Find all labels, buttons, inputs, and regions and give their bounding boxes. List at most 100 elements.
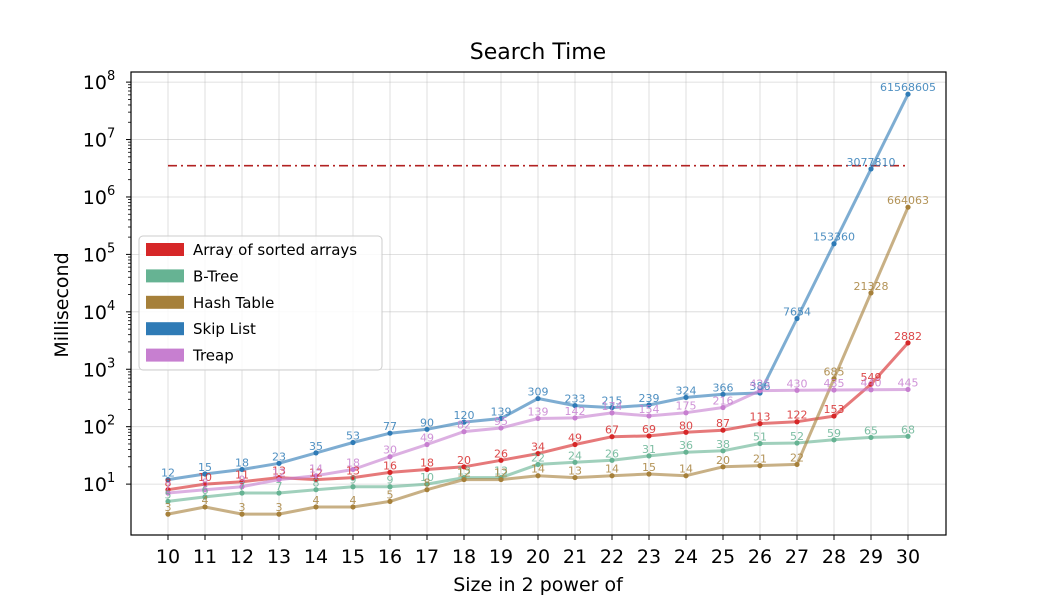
- data-label-array-of-sorted-arrays: 549: [861, 371, 882, 384]
- data-label-array-of-sorted-arrays: 11: [235, 469, 249, 482]
- data-point-hash-table: [461, 476, 467, 483]
- data-point-treap: [646, 413, 652, 419]
- x-tick-label: 10: [156, 546, 180, 568]
- data-label-array-of-sorted-arrays: 113: [750, 411, 771, 424]
- data-label-b-tree: 6: [202, 484, 209, 497]
- legend-swatch-treap: [146, 348, 184, 362]
- data-label-b-tree: 22: [531, 451, 545, 464]
- data-label-treap: 7: [165, 480, 172, 493]
- data-point-skip-list: [720, 391, 726, 397]
- data-label-b-tree: 52: [790, 430, 804, 443]
- data-label-treap: 440: [861, 377, 882, 390]
- data-point-hash-table: [202, 504, 208, 510]
- data-point-b-tree: [535, 461, 541, 468]
- data-label-array-of-sorted-arrays: 20: [457, 454, 471, 467]
- data-label-array-of-sorted-arrays: 13: [346, 465, 360, 478]
- data-label-treap: 174: [602, 400, 623, 413]
- data-label-b-tree: 24: [568, 449, 582, 462]
- data-label-b-tree: 10: [420, 471, 434, 484]
- data-label-skip-list: 139: [491, 405, 512, 418]
- data-point-hash-table: [609, 473, 615, 479]
- data-label-treap: 49: [420, 431, 434, 444]
- data-label-array-of-sorted-arrays: 13: [272, 465, 286, 478]
- y-tick-label: 101: [83, 471, 115, 496]
- data-label-b-tree: 13: [494, 465, 508, 478]
- data-point-hash-table: [572, 474, 578, 481]
- x-tick-label: 13: [267, 546, 291, 568]
- data-point-hash-table: [498, 476, 504, 483]
- data-label-hash-table: 685: [824, 366, 845, 379]
- data-label-skip-list: 61568605: [880, 81, 936, 94]
- data-point-hash-table: [868, 290, 874, 296]
- data-point-treap: [535, 415, 541, 422]
- x-axis-label: Size in 2 power of: [453, 574, 624, 596]
- data-point-array-of-sorted-arrays: [535, 450, 541, 457]
- x-tick-label: 14: [304, 546, 328, 568]
- data-point-array-of-sorted-arrays: [239, 479, 245, 485]
- data-point-skip-list: [683, 394, 689, 400]
- data-point-hash-table: [165, 511, 171, 517]
- data-point-hash-table: [646, 471, 652, 477]
- data-point-b-tree: [646, 453, 652, 459]
- data-point-skip-list: [794, 315, 800, 322]
- data-label-hash-table: 15: [642, 461, 656, 474]
- data-label-b-tree: 7: [239, 480, 246, 493]
- data-point-array-of-sorted-arrays: [572, 441, 578, 448]
- data-label-b-tree: 26: [605, 447, 619, 460]
- data-point-treap: [387, 454, 393, 460]
- data-label-b-tree: 38: [716, 438, 730, 451]
- data-point-array-of-sorted-arrays: [498, 457, 504, 463]
- x-tick-label: 27: [785, 546, 809, 568]
- data-point-hash-table: [276, 511, 282, 517]
- data-point-hash-table: [239, 511, 245, 517]
- data-label-treap: 142: [565, 405, 586, 418]
- data-point-array-of-sorted-arrays: [313, 476, 319, 483]
- x-tick-label: 21: [563, 546, 587, 568]
- x-tick-label: 12: [230, 546, 254, 568]
- data-point-array-of-sorted-arrays: [461, 464, 467, 470]
- y-tick-label: 104: [83, 299, 115, 324]
- data-point-treap: [424, 441, 430, 448]
- data-point-treap: [165, 490, 171, 496]
- y-axis-ticks: 101 102 103 104 105 106 107 108: [83, 69, 131, 496]
- legend-label-skip-list: Skip List: [193, 320, 256, 338]
- data-label-skip-list: 233: [565, 393, 586, 406]
- data-point-b-tree: [757, 440, 763, 447]
- x-tick-label: 11: [193, 546, 217, 568]
- x-axis-ticks: 10 11 12 13 14 15 16 17 18 19 20 21 22 23 24 25 26 27 28 29…: [156, 535, 920, 568]
- data-point-array-of-sorted-arrays: [720, 427, 726, 433]
- data-label-skip-list: 386: [750, 380, 771, 393]
- data-point-skip-list: [313, 450, 319, 456]
- data-label-hash-table: 3: [276, 501, 283, 514]
- data-point-treap: [350, 466, 356, 473]
- data-point-skip-list: [424, 426, 430, 432]
- data-point-hash-table: [831, 376, 837, 382]
- data-point-skip-list: [387, 430, 393, 436]
- data-label-hash-table: 20: [716, 454, 730, 467]
- legend-label-array-of-sorted-arrays: Array of sorted arrays: [193, 241, 357, 259]
- data-point-b-tree: [313, 487, 319, 493]
- data-label-skip-list: 153360: [813, 231, 855, 244]
- data-label-array-of-sorted-arrays: 49: [568, 431, 582, 444]
- data-label-b-tree: 9: [350, 474, 357, 487]
- data-point-skip-list: [276, 460, 282, 466]
- data-point-array-of-sorted-arrays: [202, 481, 208, 487]
- data-label-b-tree: 9: [387, 474, 394, 487]
- legend-label-b-tree: B-Tree: [193, 267, 239, 285]
- data-label-skip-list: 77: [383, 420, 397, 433]
- data-label-b-tree: 36: [679, 439, 693, 452]
- data-label-skip-list: 324: [676, 384, 697, 397]
- data-label-hash-table: 664063: [887, 194, 929, 207]
- y-tick-label: 107: [83, 127, 115, 152]
- y-axis-label: Millisecond: [51, 252, 73, 357]
- data-label-b-tree: 13: [457, 465, 471, 478]
- y-tick-label: 105: [83, 241, 115, 266]
- legend-swatch-b-tree: [146, 269, 184, 283]
- data-label-b-tree: 68: [901, 423, 915, 436]
- data-point-array-of-sorted-arrays: [609, 434, 615, 440]
- data-point-b-tree: [683, 449, 689, 455]
- x-tick-label: 23: [637, 546, 661, 568]
- data-point-skip-list: [202, 471, 208, 477]
